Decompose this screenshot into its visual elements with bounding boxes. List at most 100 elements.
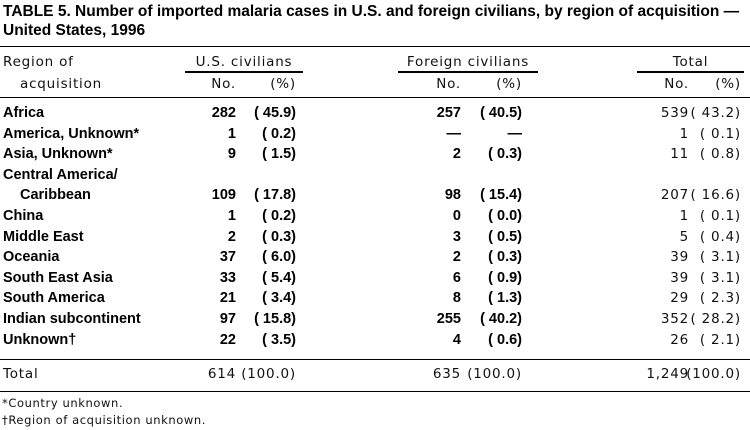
header-group-us: U.S. civilians bbox=[195, 54, 293, 70]
cell-total-pct: ( 0.4) bbox=[699, 228, 741, 245]
cell-foreign-pct: ( 0.3) bbox=[488, 249, 522, 266]
cell-total-pct: ( 3.1) bbox=[699, 249, 741, 266]
cell-total-no: 539 bbox=[660, 105, 689, 121]
cell-us-no: 97 bbox=[219, 311, 236, 327]
header-underline-total bbox=[637, 71, 744, 73]
region-name: Indian subcontinent bbox=[3, 311, 141, 327]
cell-total-no: 29 bbox=[670, 290, 689, 307]
cell-us-no: 22 bbox=[219, 331, 236, 348]
region-name: Unknown† bbox=[3, 331, 77, 348]
cell-foreign-pct: ( 15.4) bbox=[480, 187, 522, 204]
header-total-no: No. bbox=[664, 76, 689, 92]
cell-total-pct: ( 16.6) bbox=[690, 187, 741, 204]
total-foreign-no: 635 bbox=[432, 366, 461, 382]
cell-foreign-no: 257 bbox=[436, 105, 461, 121]
table-title: TABLE 5. Number of imported malaria case… bbox=[3, 3, 740, 39]
cell-foreign-no: 2 bbox=[452, 249, 461, 266]
cell-total-pct: ( 0.1) bbox=[699, 125, 741, 142]
header-underline-foreign bbox=[398, 71, 538, 73]
cell-us-no: 37 bbox=[219, 249, 236, 266]
cell-foreign-pct: ( 1.3) bbox=[488, 290, 522, 307]
top-rule bbox=[0, 46, 750, 47]
cell-us-no: 109 bbox=[211, 187, 236, 204]
cell-total-pct: ( 3.1) bbox=[699, 269, 741, 286]
region-name: Africa bbox=[3, 105, 45, 121]
cell-us-pct: ( 0.2) bbox=[262, 125, 296, 142]
header-us-pct: (%) bbox=[270, 76, 296, 92]
cell-foreign-pct: ( 0.0) bbox=[488, 208, 522, 224]
cell-us-pct: ( 5.4) bbox=[262, 269, 296, 286]
cell-us-pct: ( 6.0) bbox=[262, 249, 296, 266]
cell-total-no: 207 bbox=[660, 187, 689, 204]
bottom-rule bbox=[0, 391, 750, 392]
cell-foreign-no: 2 bbox=[452, 146, 461, 163]
header-group-total: Total bbox=[672, 54, 709, 70]
cell-us-no: 33 bbox=[219, 269, 236, 286]
cell-foreign-pct: — bbox=[507, 125, 523, 142]
cell-foreign-no: 4 bbox=[452, 331, 461, 348]
region-name: Middle East bbox=[3, 228, 84, 245]
cell-us-pct: ( 0.2) bbox=[262, 208, 296, 224]
cell-total-pct: ( 28.2) bbox=[690, 311, 741, 327]
cell-total-no: 11 bbox=[670, 146, 689, 163]
cell-us-pct: ( 15.8) bbox=[254, 311, 296, 327]
header-rule bbox=[0, 97, 750, 98]
cell-foreign-pct: ( 40.5) bbox=[480, 105, 522, 121]
cell-total-no: 26 bbox=[670, 331, 689, 348]
cell-us-pct: ( 1.5) bbox=[262, 146, 296, 163]
header-group-foreign: Foreign civilians bbox=[406, 54, 530, 70]
cell-foreign-pct: ( 0.9) bbox=[488, 269, 522, 286]
cell-foreign-no: 255 bbox=[436, 311, 461, 327]
region-name: Asia, Unknown* bbox=[3, 146, 113, 163]
header-total-pct: (%) bbox=[715, 76, 741, 92]
header-foreign-no: No. bbox=[436, 76, 461, 92]
header-us-no: No. bbox=[211, 76, 236, 92]
region-name: Caribbean bbox=[20, 187, 91, 204]
cell-total-pct: ( 0.1) bbox=[699, 208, 741, 224]
total-us-pct: (100.0) bbox=[241, 366, 296, 382]
region-name: America, Unknown* bbox=[3, 125, 140, 142]
cell-foreign-pct: ( 0.6) bbox=[488, 331, 522, 348]
cell-total-pct: ( 43.2) bbox=[690, 105, 741, 121]
cell-us-pct: ( 17.8) bbox=[254, 187, 296, 204]
cell-foreign-pct: ( 40.2) bbox=[480, 311, 522, 327]
header-region-line2: acquisition bbox=[20, 76, 103, 92]
region-name: China bbox=[3, 208, 44, 224]
total-us-no: 614 bbox=[207, 366, 236, 382]
cell-foreign-no: 3 bbox=[452, 228, 461, 245]
cell-foreign-pct: ( 0.3) bbox=[488, 146, 522, 163]
footnote-2: †Region of acquisition unknown. bbox=[2, 413, 207, 427]
cell-total-pct: ( 0.8) bbox=[699, 146, 741, 163]
total-total-no: 1,249 bbox=[646, 366, 689, 382]
cell-total-no: 5 bbox=[679, 228, 689, 245]
cell-foreign-no: 98 bbox=[444, 187, 461, 204]
total-total-pct: (100.0) bbox=[686, 366, 741, 382]
cell-us-no: 2 bbox=[227, 228, 236, 245]
total-rule bbox=[0, 359, 750, 360]
cell-total-no: 39 bbox=[670, 249, 689, 266]
cell-foreign-pct: ( 0.5) bbox=[488, 228, 522, 245]
total-foreign-pct: (100.0) bbox=[467, 366, 522, 382]
cell-us-no: 9 bbox=[227, 146, 236, 163]
cell-total-pct: ( 2.1) bbox=[699, 331, 741, 348]
cell-total-no: 1 bbox=[679, 208, 689, 224]
cell-foreign-no: 6 bbox=[452, 269, 461, 286]
cell-total-pct: ( 2.3) bbox=[699, 290, 741, 307]
cell-foreign-no: — bbox=[446, 125, 462, 142]
region-name: South America bbox=[3, 290, 105, 307]
cell-us-pct: ( 3.4) bbox=[262, 290, 296, 307]
region-name: Oceania bbox=[3, 249, 60, 266]
region-name: South East Asia bbox=[3, 269, 113, 286]
footnote-1: *Country unknown. bbox=[2, 396, 124, 410]
header-foreign-pct: (%) bbox=[496, 76, 522, 92]
cell-us-pct: ( 3.5) bbox=[262, 331, 296, 348]
cell-total-no: 39 bbox=[670, 269, 689, 286]
cell-us-no: 1 bbox=[227, 125, 236, 142]
cell-us-no: 21 bbox=[219, 290, 236, 307]
region-name: Central America/ bbox=[3, 166, 118, 183]
header-region-line1: Region of bbox=[3, 54, 74, 70]
cell-foreign-no: 0 bbox=[452, 208, 461, 224]
cell-us-pct: ( 0.3) bbox=[262, 228, 296, 245]
cell-foreign-no: 8 bbox=[452, 290, 461, 307]
cell-total-no: 352 bbox=[660, 311, 689, 327]
